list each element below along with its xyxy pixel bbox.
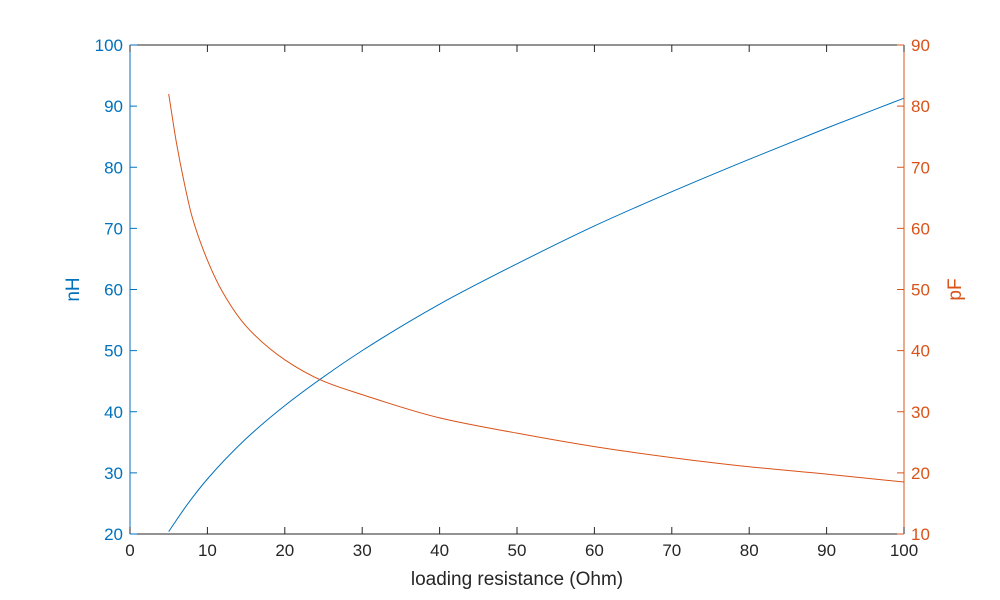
y-right-tick-label: 60 [911, 219, 930, 238]
x-tick-label: 100 [890, 541, 918, 560]
y-left-tick-label: 70 [104, 219, 123, 238]
x-tick-label: 70 [662, 541, 681, 560]
y-left-tick-label: 60 [104, 281, 123, 300]
y-right-tick-label: 30 [911, 403, 930, 422]
x-tick-label: 90 [817, 541, 836, 560]
y-left-tick-label: 20 [104, 525, 123, 544]
x-axis-label: loading resistance (Ohm) [411, 569, 623, 590]
y-left-tick-label: 100 [95, 36, 123, 55]
series-layer [168, 93, 905, 532]
axes-layer [129, 44, 905, 535]
x-tick-label: 80 [740, 541, 759, 560]
x-tick-label: 50 [508, 541, 527, 560]
y-right-tick-label: 70 [911, 158, 930, 177]
nh-series-line [168, 97, 905, 532]
x-tick-label: 0 [125, 541, 134, 560]
x-tick-label: 60 [585, 541, 604, 560]
x-tick-label: 20 [275, 541, 294, 560]
y-right-tick-label: 10 [911, 525, 930, 544]
y-left-tick-label: 40 [104, 403, 123, 422]
y-right-tick-label: 80 [911, 97, 930, 116]
x-tick-label: 40 [430, 541, 449, 560]
y-right-tick-label: 20 [911, 464, 930, 483]
pf-series-line [168, 93, 905, 483]
y-left-tick-label: 30 [104, 464, 123, 483]
y-left-tick-label: 90 [104, 97, 123, 116]
y-right-tick-label: 40 [911, 342, 930, 361]
y-left-tick-label: 80 [104, 158, 123, 177]
y-left-axis-label: nH [63, 277, 84, 301]
x-tick-label: 30 [353, 541, 372, 560]
y-right-tick-label: 50 [911, 281, 930, 300]
y-right-axis-label: pF [945, 278, 966, 300]
y-left-tick-label: 50 [104, 342, 123, 361]
x-tick-label: 10 [198, 541, 217, 560]
labels-layer: 0 10 20 30 40 50 60 70 80 90 100 20 30 40 50 60 70 80 90 10… [63, 36, 966, 590]
y-right-tick-label: 90 [911, 36, 930, 55]
